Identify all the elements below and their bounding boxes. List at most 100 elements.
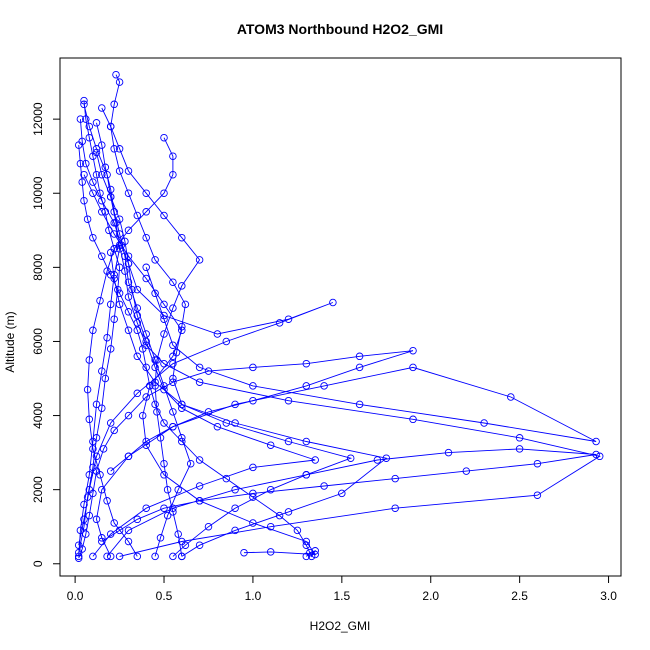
data-point bbox=[114, 285, 122, 294]
data-point bbox=[153, 356, 161, 364]
data-point bbox=[151, 356, 159, 364]
data-point bbox=[115, 215, 124, 223]
data-point bbox=[151, 363, 159, 372]
data-point bbox=[115, 145, 124, 153]
data-point bbox=[92, 452, 101, 461]
data-point bbox=[92, 170, 101, 179]
data-point bbox=[169, 408, 177, 416]
data-point bbox=[204, 367, 213, 375]
data-series bbox=[74, 96, 124, 557]
data-point bbox=[103, 497, 111, 505]
data-point bbox=[151, 256, 159, 264]
series-line bbox=[96, 267, 597, 557]
data-point bbox=[169, 304, 177, 312]
data-point bbox=[110, 219, 118, 227]
data-point bbox=[391, 504, 399, 512]
data-point bbox=[85, 122, 94, 131]
data-point bbox=[172, 348, 181, 357]
y-axis-label: Altitude (m) bbox=[3, 311, 17, 372]
data-point bbox=[89, 552, 97, 561]
y-tick-label: 12000 bbox=[31, 102, 45, 136]
data-point bbox=[533, 491, 542, 499]
data-point bbox=[115, 167, 124, 175]
data-point bbox=[124, 326, 133, 335]
data-point bbox=[195, 497, 204, 505]
data-point bbox=[74, 141, 83, 149]
data-point bbox=[142, 263, 150, 272]
data-point bbox=[80, 515, 88, 524]
data-point bbox=[373, 456, 382, 464]
data-point bbox=[195, 256, 204, 264]
data-point bbox=[160, 330, 168, 338]
data-point bbox=[186, 459, 195, 468]
data-point bbox=[78, 178, 86, 186]
data-point bbox=[133, 352, 142, 361]
data-point bbox=[89, 463, 97, 472]
series-line bbox=[78, 100, 121, 553]
data-point bbox=[98, 537, 106, 546]
data-point bbox=[151, 400, 159, 409]
data-point bbox=[80, 170, 88, 179]
data-point bbox=[106, 467, 115, 475]
x-tick-label: 1.0 bbox=[245, 589, 262, 603]
data-point bbox=[98, 104, 106, 112]
series-line bbox=[78, 145, 317, 558]
data-point bbox=[106, 345, 115, 353]
data-point bbox=[507, 393, 515, 401]
data-point bbox=[101, 163, 110, 172]
data-point bbox=[74, 552, 83, 561]
data-point bbox=[195, 378, 204, 386]
data-point bbox=[124, 278, 133, 286]
data-point bbox=[222, 474, 231, 483]
x-tick-label: 3.0 bbox=[600, 589, 617, 603]
data-point bbox=[213, 422, 222, 431]
data-point bbox=[302, 471, 311, 479]
data-point bbox=[178, 233, 186, 242]
data-point bbox=[284, 437, 293, 446]
data-point bbox=[89, 445, 97, 453]
data-point bbox=[592, 450, 600, 459]
data-point bbox=[160, 419, 168, 427]
data-point bbox=[85, 356, 94, 364]
data-point bbox=[178, 282, 186, 290]
data-point bbox=[160, 471, 168, 479]
data-point bbox=[89, 233, 97, 242]
data-point bbox=[249, 363, 257, 372]
data-point bbox=[133, 326, 142, 335]
data-point bbox=[174, 530, 182, 538]
data-point bbox=[178, 322, 186, 331]
data-series bbox=[74, 141, 319, 561]
data-point bbox=[249, 382, 257, 390]
data-point bbox=[98, 196, 106, 205]
data-point bbox=[92, 119, 101, 127]
data-point bbox=[103, 333, 111, 342]
data-point bbox=[80, 522, 88, 531]
data-point bbox=[204, 408, 213, 416]
data-point bbox=[169, 359, 177, 368]
data-point bbox=[89, 189, 97, 197]
data-point bbox=[124, 293, 133, 301]
data-point bbox=[142, 208, 150, 216]
data-point bbox=[115, 526, 124, 535]
data-point bbox=[83, 493, 92, 501]
data-point bbox=[306, 548, 314, 557]
series-line bbox=[87, 137, 174, 557]
data-point bbox=[99, 445, 108, 453]
data-point bbox=[92, 145, 101, 153]
data-point bbox=[595, 452, 604, 461]
series-line bbox=[78, 119, 334, 546]
data-point bbox=[110, 100, 118, 109]
data-point bbox=[115, 552, 124, 561]
data-point bbox=[195, 363, 204, 372]
data-point bbox=[213, 330, 222, 338]
data-point bbox=[169, 422, 177, 431]
data-point bbox=[533, 459, 542, 468]
data-point bbox=[106, 419, 115, 427]
data-series bbox=[106, 248, 391, 561]
data-point bbox=[142, 330, 150, 338]
data-point bbox=[195, 482, 204, 490]
data-point bbox=[103, 552, 111, 561]
data-point bbox=[293, 526, 302, 535]
series-line bbox=[78, 104, 121, 557]
